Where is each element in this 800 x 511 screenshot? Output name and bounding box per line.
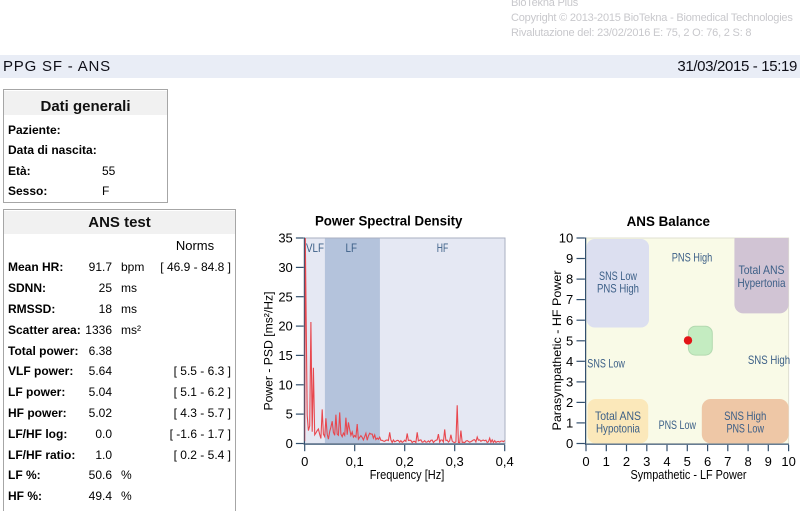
svg-text:7: 7 [724,454,731,469]
svg-text:1: 1 [603,454,610,469]
svg-text:ANS Balance: ANS Balance [627,213,711,229]
svg-text:6: 6 [704,454,711,469]
svg-text:VLF: VLF [306,241,324,255]
svg-text:2: 2 [566,395,573,410]
svg-text:Frequency [Hz]: Frequency [Hz] [370,467,445,482]
svg-text:4: 4 [663,454,670,469]
svg-text:Parasympathetic - HF Power: Parasympathetic - HF Power [550,271,564,431]
svg-text:10: 10 [559,231,573,246]
svg-text:30: 30 [278,260,292,275]
svg-text:25: 25 [278,289,292,304]
svg-text:0,1: 0,1 [346,454,364,469]
svg-text:SNS High: SNS High [748,353,790,367]
svg-text:8: 8 [744,454,751,469]
svg-text:5: 5 [286,407,293,422]
svg-text:Hypertonia: Hypertonia [738,276,786,290]
svg-text:0,2: 0,2 [396,454,414,469]
svg-text:0: 0 [301,454,308,469]
svg-text:Total ANS: Total ANS [739,263,785,277]
svg-text:0,3: 0,3 [446,454,464,469]
svg-text:Power - PSD [ms²/Hz]: Power - PSD [ms²/Hz] [262,292,276,411]
svg-text:HF: HF [437,241,449,255]
svg-text:Power Spectral Density: Power Spectral Density [315,213,463,229]
svg-text:Hypotonia: Hypotonia [596,422,640,436]
svg-text:PNS High: PNS High [672,251,713,265]
svg-text:LF: LF [346,241,358,255]
svg-text:4: 4 [566,354,573,369]
svg-text:Total ANS: Total ANS [595,409,641,423]
svg-text:0,4: 0,4 [496,454,514,469]
svg-text:SNS Low: SNS Low [587,356,625,370]
svg-text:SNS High: SNS High [724,409,766,423]
svg-text:2: 2 [623,454,630,469]
svg-text:PNS Low: PNS Low [659,418,697,432]
svg-text:0: 0 [582,454,589,469]
svg-text:15: 15 [278,348,292,363]
svg-text:1: 1 [566,416,573,431]
svg-text:Sympathetic - LF Power: Sympathetic - LF Power [631,467,748,482]
svg-text:0: 0 [566,436,573,451]
svg-text:10: 10 [278,377,292,392]
svg-text:5: 5 [684,454,691,469]
svg-text:10: 10 [781,454,795,469]
svg-text:35: 35 [278,231,292,246]
svg-text:9: 9 [765,454,772,469]
svg-text:PNS Low: PNS Low [726,422,764,436]
svg-text:SNS Low: SNS Low [599,269,637,283]
svg-text:8: 8 [566,272,573,287]
svg-text:3: 3 [643,454,650,469]
svg-text:3: 3 [566,375,573,390]
svg-text:6: 6 [566,313,573,328]
svg-text:5: 5 [566,333,573,348]
svg-text:9: 9 [566,251,573,266]
svg-text:0: 0 [286,436,293,451]
svg-text:PNS High: PNS High [597,282,639,296]
svg-text:7: 7 [566,292,573,307]
svg-text:20: 20 [278,319,292,334]
